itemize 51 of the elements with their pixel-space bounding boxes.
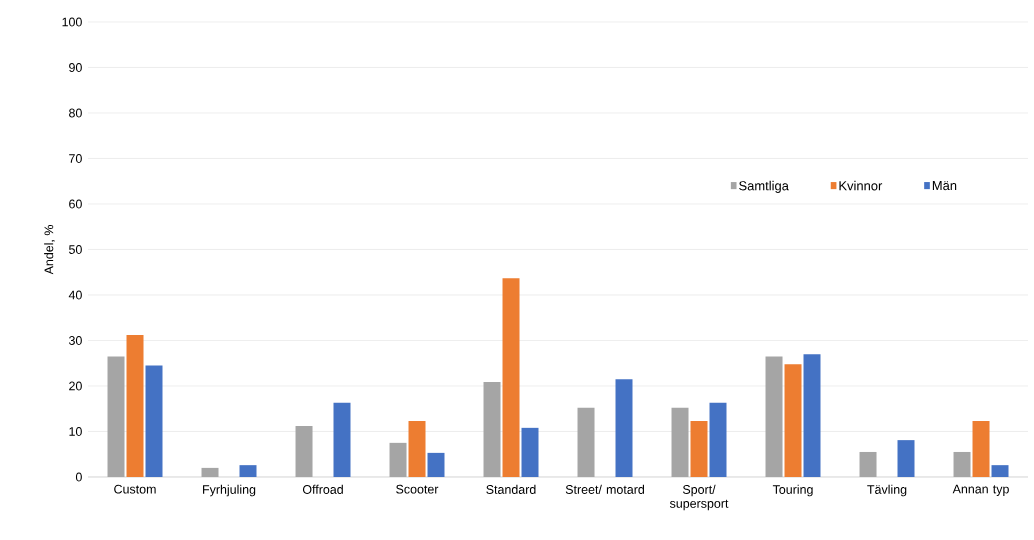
bar — [389, 442, 407, 477]
x-tick-label: Touring — [772, 484, 813, 497]
y-axis-title: Andel, % — [44, 225, 55, 275]
y-tick-label: 60 — [69, 199, 82, 209]
y-tick-label: 30 — [68, 336, 82, 345]
x-tick-label: Annan typ — [952, 484, 1009, 496]
bar — [991, 465, 1009, 477]
bar — [145, 365, 163, 477]
y-tick-label: 100 — [62, 17, 82, 27]
bar — [615, 379, 633, 477]
bar — [897, 440, 915, 477]
bar — [239, 465, 257, 477]
x-tick-label: Fyrhjuling — [203, 484, 256, 497]
bar — [521, 427, 539, 477]
bar — [859, 451, 877, 477]
legend-label: Samtliga — [739, 180, 789, 193]
y-tick-label: 90 — [69, 63, 82, 72]
y-tick-label: 80 — [69, 108, 82, 118]
bar — [201, 467, 219, 477]
bar — [107, 356, 125, 477]
x-tick-label: Sport/ supersport — [669, 484, 729, 511]
y-tick-label: 0 — [75, 472, 82, 482]
bar — [709, 402, 727, 477]
bar — [483, 381, 501, 477]
bar — [427, 452, 445, 477]
y-tick-label: 20 — [69, 381, 82, 391]
y-tick-label: 70 — [69, 154, 82, 163]
legend-label: Män — [932, 181, 957, 191]
bar — [690, 421, 708, 477]
y-tick-label: 40 — [68, 290, 82, 300]
bar — [408, 421, 426, 477]
bar — [972, 421, 990, 477]
x-tick-label: Tävling — [867, 484, 907, 497]
x-tick-label: Custom — [114, 484, 156, 494]
x-tick-label: Scooter — [396, 484, 439, 494]
x-tick-label: Standard — [486, 484, 536, 494]
bar — [953, 451, 971, 477]
bar — [577, 407, 595, 477]
y-tick-label: 10 — [69, 427, 82, 436]
bar — [765, 356, 783, 477]
bar — [784, 364, 802, 477]
legend-label: Kvinnor — [839, 180, 883, 191]
y-tick-label: 50 — [69, 245, 82, 254]
bar — [803, 354, 821, 477]
x-tick-label: Offroad — [302, 484, 343, 494]
bar — [671, 407, 689, 477]
bar — [295, 426, 313, 477]
bar — [502, 278, 520, 477]
x-tick-label: Street/ motard — [565, 484, 644, 494]
bar — [126, 335, 144, 477]
bar — [333, 402, 351, 477]
